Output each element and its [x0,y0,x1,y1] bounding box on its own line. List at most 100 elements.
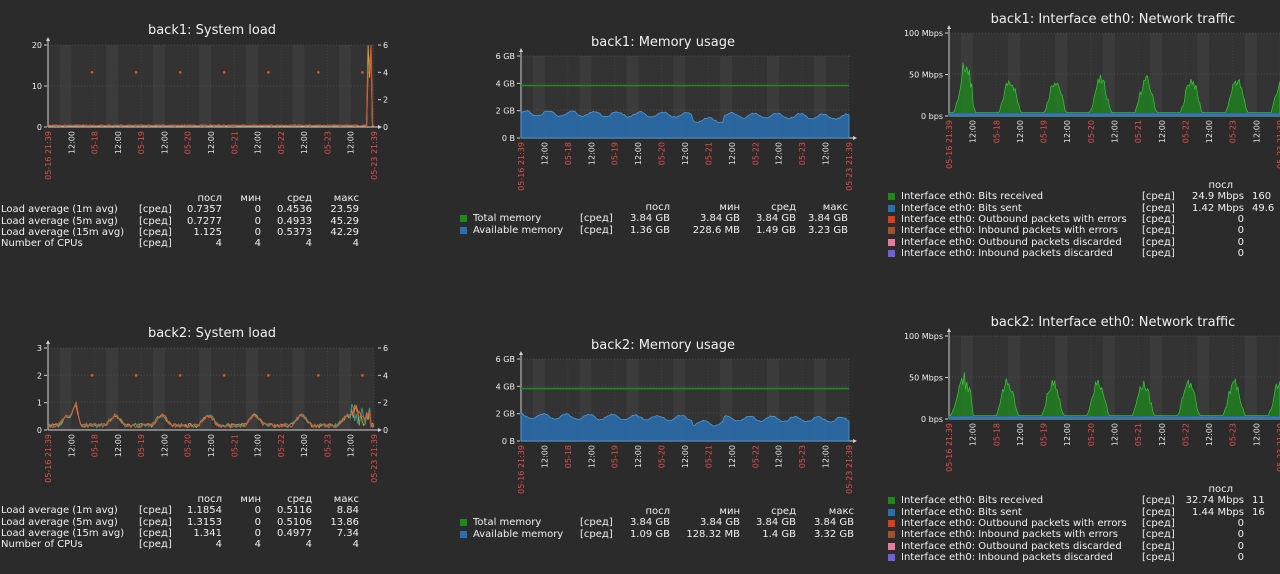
y-tick-label: 0 bps [921,112,943,121]
x-tick-label: 05-19 [1040,120,1049,143]
legend-row: Load average (15m avg) [сред] 1.341 0 0.4977… [1,528,361,539]
legend-series-name: Load average (5m avg) [1,516,118,528]
cpu-count-point [134,71,138,74]
legend-series-name: Interface eth0: Inbound packets discarde… [901,247,1113,259]
x-tick-label: 12:00 [969,423,978,446]
x-axis-arrow [853,439,857,443]
legend-swatch [460,530,467,538]
x-tick-label: 12:00 [587,445,596,468]
x-tick-label: 12:00 [1205,120,1214,143]
night-band [720,359,732,441]
x-tick-label: 12:00 [300,131,309,154]
chart-plot: 05-16 21:39 12:00 05-18 12:00 05-19 12:00 05-2… [32,37,388,180]
chart-title: back2: Interface eth0: Network traffic [990,315,1236,330]
y-tick-label: 1 [37,399,42,408]
chart-title: back2: System load [147,326,277,341]
legend-value-extra: 160 [1252,191,1272,203]
legend-swatch [888,215,895,223]
legend-swatch [888,553,895,561]
night-band [532,359,545,441]
x-tick-label: 05-23 21:39 [1276,423,1280,472]
legend-value-max: 8.84 [336,505,359,517]
y-tick-label: 0 [37,123,42,132]
x-tick-label: 05-23 21:39 [845,142,854,191]
chart-title: back1: Interface eth0: Network traffic [990,12,1236,27]
legend-value-min: 0 [254,516,261,528]
legend-value-last: 4 [215,539,222,551]
y-tick-label: 6 GB [496,355,515,364]
x-tick-label: 12:00 [1111,120,1120,143]
bits-received-area [948,62,1280,117]
x-tick-label: 05-21 [704,445,713,468]
legend-row: Number of CPUs [сред] 4 4 4 4 [1,539,361,550]
x-tick-label: 05-21 [704,142,713,165]
legend-value-last: 3.84 GB [629,213,670,225]
x-tick-label: 12:00 [822,142,831,165]
x-tick-label: 05-18 [564,445,573,468]
chart-title: back1: System load [147,23,277,38]
x-tick-label: 12:00 [300,434,309,457]
legend-value-last: 24.9 Mbps [1192,191,1244,203]
x-tick-label: 12:00 [681,445,690,468]
night-band [960,336,973,419]
y-tick-label: 3 [37,344,42,353]
legend-header-last: посл [645,506,670,517]
y-tick-label: 0 [383,426,388,435]
night-band [1197,33,1210,116]
y-axis-arrow [46,340,50,344]
legend-series-name: Interface eth0: Inbound packets with err… [901,225,1118,237]
legend-swatch [888,249,895,257]
chart-plot: 05-16 21:39 12:00 05-18 12:00 05-19 12:00 05-2… [496,351,857,494]
legend-value-max: 7.34 [336,527,359,539]
x-tick-label: 05-18 [91,131,100,154]
night-band [767,56,779,138]
legend-value-min: 3.84 GB [699,517,740,529]
y-tick-label: 2 [383,96,388,105]
legend-header-avg: сред [287,494,312,505]
legend-row: Load average (5m avg) [сред] 0.7277 0 0.4933… [1,216,361,227]
legend-value-avg: 0.5106 [277,516,312,528]
x-tick-label: 12:00 [114,131,123,154]
legend-value-last: 1.36 GB [629,224,670,236]
legend-value-max: 45.29 [330,215,359,227]
y-tick-label: 2 [383,399,388,408]
x-tick-label: 05-20 [184,434,193,457]
night-band [1008,33,1020,116]
legend-series-name: Number of CPUs [1,539,83,551]
legend-header-last: посл [197,494,222,505]
x-tick-label: 12:00 [1016,120,1025,143]
legend-value-max: 3.84 GB [813,517,854,529]
legend-value-last: 4 [215,238,222,250]
night-band [579,56,592,138]
legend-series-name: Available memory [473,528,564,540]
x-tick-label: 05-22 [751,445,760,468]
legend-value-min: 4 [254,238,261,250]
x-tick-label: 05-23 21:39 [1276,120,1280,169]
x-tick-label: 05-23 [323,434,332,457]
legend-header-avg: сред [771,506,796,517]
legend-row: Load average (15m avg) [сред] 1.125 0 0.5373… [1,227,361,238]
legend-row: Interface eth0: Inbound packets with err… [888,529,1280,540]
legend-swatch [888,193,895,201]
legend-value-last: 0.7357 [187,204,222,216]
legend-series-name: Interface eth0: Bits received [901,191,1044,203]
legend-row: Number of CPUs [сред] 4 4 4 4 [1,238,361,249]
night-band [1244,33,1257,116]
legend-value-max: 13.86 [330,516,359,528]
x-tick-label: 05-23 [1229,120,1238,143]
legend-value-last: 0.7277 [187,215,222,227]
x-tick-label: 12:00 [67,131,76,154]
legend-row: Available memory [сред] 1.36 GB 228.6 MB 1.4… [460,225,855,236]
night-band [532,56,545,138]
x-tick-label: 05-23 [1229,423,1238,446]
night-band [813,359,826,441]
legend-series-name: Interface eth0: Bits sent [901,506,1022,518]
legend-header-min: мин [719,202,740,213]
x-tick-label: 12:00 [775,445,784,468]
x-tick-label: 05-19 [137,131,146,154]
legend-value-max: 3.23 GB [807,224,848,236]
legend-value-min: 0 [254,527,261,539]
legend-series-func: [сред] [1142,540,1175,552]
legend-series-func: [сред] [139,226,172,238]
legend-series-func: [сред] [139,238,172,250]
